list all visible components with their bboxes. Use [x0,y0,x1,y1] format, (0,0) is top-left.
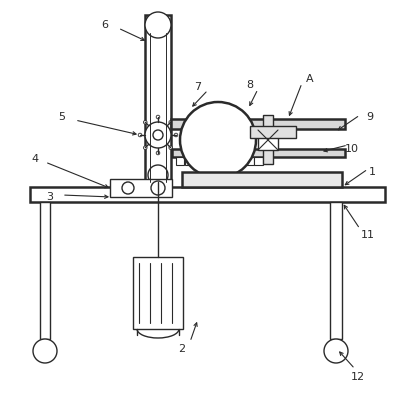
Bar [145,15,171,187]
Bar [194,157,202,165]
Bar [228,157,237,165]
Circle shape [156,115,160,119]
Bar [254,157,262,165]
Bar [258,130,278,150]
Text: 1: 1 [369,167,375,177]
Bar [176,157,184,165]
Circle shape [143,146,147,149]
Bar [220,157,228,165]
Circle shape [143,120,147,124]
Bar [211,157,219,165]
Bar [172,149,345,157]
Bar [185,157,193,165]
Bar [245,157,254,165]
Bar [263,115,273,164]
Text: 6: 6 [102,20,109,30]
Bar [30,187,385,202]
Bar [133,257,183,329]
Circle shape [138,133,142,137]
Circle shape [145,12,171,38]
Circle shape [145,122,171,148]
Circle shape [180,102,256,178]
Circle shape [169,146,173,149]
Bar [250,126,296,138]
Bar [40,202,50,339]
Bar [237,157,245,165]
Circle shape [324,339,348,363]
Circle shape [153,130,163,140]
Text: 9: 9 [367,112,373,122]
Text: 10: 10 [345,144,359,154]
Circle shape [148,165,168,185]
Text: 12: 12 [351,372,365,382]
Text: 5: 5 [58,112,66,122]
Circle shape [156,151,160,155]
Text: 11: 11 [361,230,375,240]
Circle shape [122,182,134,194]
Bar [171,119,345,129]
Text: 8: 8 [246,80,254,90]
Text: A: A [306,74,314,84]
Text: 4: 4 [32,154,38,164]
Bar [182,172,342,187]
Bar [202,157,210,165]
Bar [110,179,172,197]
Text: 2: 2 [179,344,185,354]
Circle shape [169,120,173,124]
Text: 3: 3 [47,192,53,202]
Circle shape [151,181,165,195]
Circle shape [174,133,178,137]
Bar [330,202,342,339]
Circle shape [33,339,57,363]
Text: 7: 7 [194,82,202,92]
